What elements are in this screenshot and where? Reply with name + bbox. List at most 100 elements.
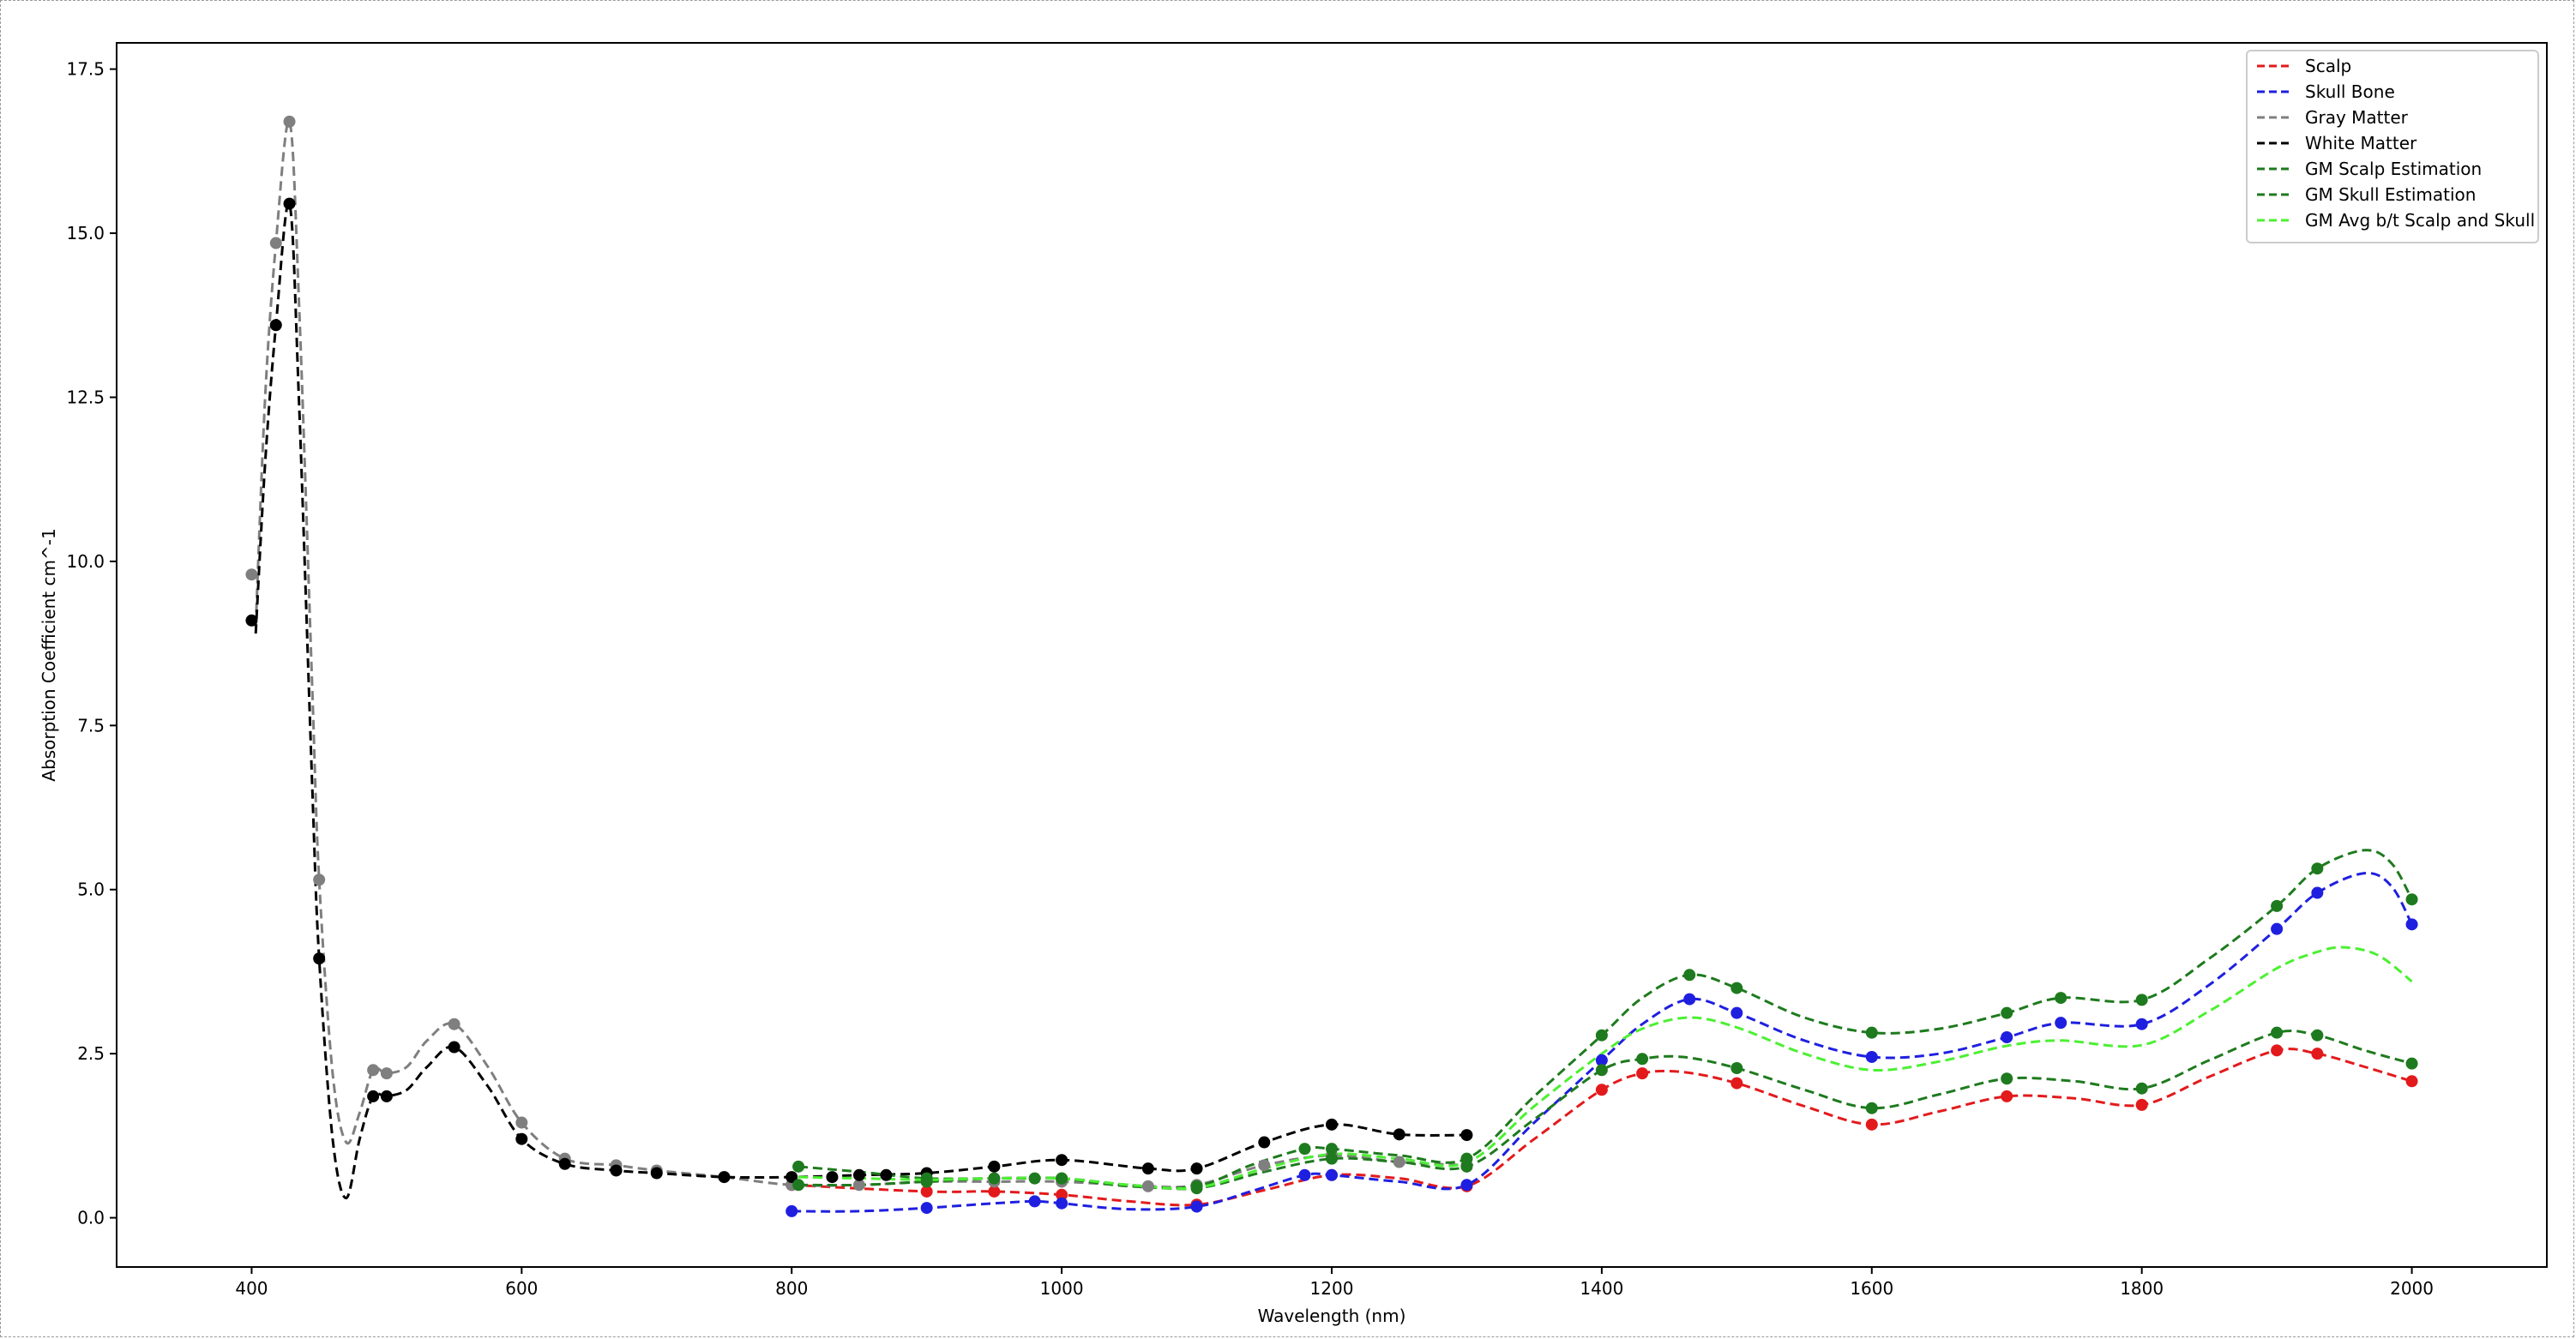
legend: Scalp Skull Bone Gray Matter White Matter GM… <box>2246 50 2539 243</box>
data-point-gray-matter <box>1393 1156 1405 1168</box>
data-point-scalp <box>2001 1090 2013 1102</box>
data-point-gm-skull-estimation <box>1298 1143 1311 1156</box>
data-point-skull-bone <box>1028 1195 1041 1208</box>
data-point-skull-bone <box>1190 1200 1203 1213</box>
series-line-white-matter <box>254 201 1467 1200</box>
series-line-gray-matter <box>254 119 1467 1189</box>
y-tick-label: 7.5 <box>77 715 105 736</box>
x-tick-label: 2000 <box>2390 1278 2434 1299</box>
data-point-gm-scalp-estimation <box>1730 1061 1743 1074</box>
data-point-white-matter <box>269 319 282 332</box>
data-point-white-matter <box>1141 1162 1154 1175</box>
data-point-gm-skull-estimation <box>792 1160 805 1173</box>
data-point-scalp <box>2311 1048 2324 1060</box>
data-point-scalp <box>1595 1084 1608 1096</box>
axes-frame <box>116 42 2548 1268</box>
series-markers <box>245 115 2418 1217</box>
data-point-white-matter <box>367 1090 380 1102</box>
data-point-scalp <box>988 1185 1001 1198</box>
data-point-gm-skull-estimation <box>1730 982 1743 994</box>
x-tick-label: 1000 <box>1040 1278 1084 1299</box>
data-point-white-matter <box>380 1090 393 1102</box>
legend-label-skull-bone: Skull Bone <box>2305 81 2395 102</box>
data-point-skull-bone <box>1865 1050 1878 1063</box>
data-point-gray-matter <box>1258 1159 1271 1172</box>
x-tick-label: 1400 <box>1580 1278 1623 1299</box>
y-axis-label: Absorption Coefficient cm^-1 <box>39 528 59 781</box>
data-point-gm-skull-estimation <box>2311 862 2324 875</box>
x-tick-label: 1600 <box>1850 1278 1893 1299</box>
data-point-gm-skull-estimation <box>1865 1026 1878 1039</box>
series-curves <box>254 119 2413 1213</box>
data-point-gm-scalp-estimation <box>1865 1102 1878 1114</box>
y-tick-label: 0.0 <box>77 1208 105 1228</box>
data-point-gm-scalp-estimation <box>2001 1072 2013 1085</box>
data-point-gm-skull-estimation <box>2135 994 2148 1006</box>
legend-label-gray-matter: Gray Matter <box>2305 107 2409 128</box>
legend-label-gm-avg-b-t-scalp-and-skull: GM Avg b/t Scalp and Skull <box>2305 210 2535 231</box>
data-point-white-matter <box>785 1171 798 1184</box>
data-point-skull-bone <box>2001 1031 2013 1044</box>
data-point-scalp <box>920 1185 933 1198</box>
data-point-gm-scalp-estimation <box>792 1179 805 1192</box>
data-point-gray-matter <box>283 115 296 128</box>
data-point-scalp <box>2135 1098 2148 1111</box>
legend-box <box>2246 50 2539 243</box>
data-point-gm-skull-estimation <box>1460 1152 1473 1165</box>
data-point-gm-skull-estimation <box>2271 899 2284 912</box>
data-point-skull-bone <box>2271 922 2284 935</box>
data-point-scalp <box>2405 1075 2418 1088</box>
data-point-skull-bone <box>1595 1054 1608 1066</box>
x-tick-label: 1200 <box>1310 1278 1354 1299</box>
data-point-white-matter <box>1393 1128 1405 1141</box>
data-point-gm-skull-estimation <box>988 1172 1001 1185</box>
data-point-skull-bone <box>2135 1018 2148 1030</box>
y-tick-label: 5.0 <box>77 880 105 900</box>
data-point-skull-bone <box>785 1204 798 1217</box>
x-tick-label: 1800 <box>2120 1278 2164 1299</box>
legend-label-gm-skull-estimation: GM Skull Estimation <box>2305 184 2476 205</box>
x-tick-label: 800 <box>775 1278 808 1299</box>
data-point-white-matter <box>1460 1129 1473 1142</box>
data-point-skull-bone <box>1326 1168 1338 1181</box>
data-point-skull-bone <box>1460 1179 1473 1192</box>
data-point-white-matter <box>1056 1154 1068 1167</box>
data-point-white-matter <box>852 1168 865 1181</box>
data-point-scalp <box>1636 1067 1649 1080</box>
data-point-scalp <box>2271 1044 2284 1057</box>
data-point-white-matter <box>313 952 326 965</box>
data-point-gray-matter <box>515 1116 528 1129</box>
data-point-gm-scalp-estimation <box>1595 1064 1608 1077</box>
data-point-gm-skull-estimation <box>1683 969 1696 982</box>
data-point-gray-matter <box>380 1067 393 1080</box>
data-point-skull-bone <box>2055 1017 2067 1030</box>
data-point-gm-scalp-estimation <box>1326 1152 1338 1165</box>
x-axis-ticks: 400 600 800 1000 1200 1400 1600 1800 2000 <box>235 1267 2434 1299</box>
y-tick-label: 10.0 <box>66 551 105 572</box>
data-point-skull-bone <box>2311 886 2324 899</box>
y-tick-label: 17.5 <box>66 59 105 80</box>
data-point-gm-scalp-estimation <box>2405 1057 2418 1070</box>
data-point-gm-skull-estimation <box>1190 1180 1203 1192</box>
data-point-white-matter <box>718 1171 731 1184</box>
series-line-scalp <box>791 1048 2413 1207</box>
data-point-gm-skull-estimation <box>1326 1143 1338 1156</box>
data-point-skull-bone <box>1056 1197 1068 1210</box>
data-point-white-matter <box>1190 1162 1203 1175</box>
data-point-skull-bone <box>1298 1168 1311 1181</box>
series-line-gm-avg-b-t-scalp-and-skull <box>798 946 2413 1190</box>
data-point-gm-scalp-estimation <box>2311 1029 2324 1042</box>
data-point-gm-skull-estimation <box>2055 992 2067 1005</box>
data-point-skull-bone <box>2405 918 2418 931</box>
y-tick-label: 12.5 <box>66 387 105 407</box>
data-point-white-matter <box>1258 1136 1271 1149</box>
data-point-white-matter <box>515 1132 528 1145</box>
data-point-gray-matter <box>245 568 258 581</box>
data-point-white-matter <box>558 1157 571 1170</box>
data-point-gray-matter <box>269 237 282 249</box>
data-point-gm-skull-estimation <box>1595 1029 1608 1042</box>
data-point-gm-skull-estimation <box>2405 893 2418 906</box>
data-point-skull-bone <box>1683 993 1696 1006</box>
